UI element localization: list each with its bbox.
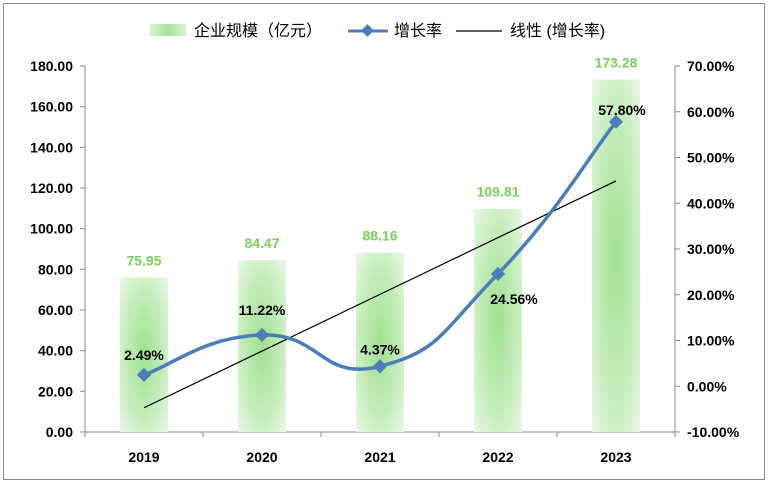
left-tick-label: 100.00 — [30, 221, 73, 237]
line-data-label: 2.49% — [124, 347, 164, 363]
bar-data-label: 88.16 — [362, 228, 397, 244]
left-tick-label: 140.00 — [30, 139, 73, 155]
x-tick-label: 2021 — [364, 449, 395, 465]
right-tick-label: 30.00% — [687, 241, 735, 257]
line-data-label: 57.80% — [598, 102, 646, 118]
left-tick-label: 0.00 — [46, 424, 73, 440]
left-tick-label: 40.00 — [38, 343, 73, 359]
growth-rate-marker — [136, 367, 152, 382]
bar-data-label: 173.28 — [595, 55, 638, 71]
legend-line-label: 增长率 — [394, 22, 442, 40]
bar — [238, 260, 286, 432]
right-tick-label: -10.00% — [687, 424, 740, 440]
x-tick-label: 2022 — [482, 449, 513, 465]
bar — [474, 208, 522, 432]
line-data-label: 4.37% — [360, 341, 400, 357]
right-tick-label: 50.00% — [687, 150, 735, 166]
legend-diamond-icon — [361, 24, 374, 37]
left-tick-label: 80.00 — [38, 261, 73, 277]
bar-data-label: 84.47 — [244, 235, 279, 251]
legend: 企业规模（亿元） 增长率 线性 (增长率) — [150, 22, 605, 40]
bar-data-label: 109.81 — [477, 184, 520, 200]
legend-bar-swatch — [150, 24, 186, 36]
bar — [592, 79, 640, 432]
legend-trend-label: 线性 (增长率) — [510, 22, 605, 40]
right-tick-label: 70.00% — [687, 58, 735, 74]
right-tick-label: 0.00% — [687, 378, 727, 394]
line-data-label: 11.22% — [239, 302, 286, 318]
legend-bar-label: 企业规模（亿元） — [194, 22, 322, 40]
left-tick-label: 160.00 — [30, 99, 73, 115]
bar-data-label: 75.95 — [126, 253, 161, 269]
growth-rate-marker — [490, 266, 506, 281]
right-tick-label: 10.00% — [687, 333, 735, 349]
left-tick-label: 20.00 — [38, 383, 73, 399]
left-tick-label: 60.00 — [38, 302, 73, 318]
x-tick-label: 2019 — [128, 449, 159, 465]
bar — [356, 252, 404, 432]
growth-rate-marker — [608, 114, 624, 129]
growth-rate-marker — [254, 327, 270, 342]
bar — [120, 277, 168, 432]
right-tick-label: 60.00% — [687, 104, 735, 120]
x-tick-label: 2020 — [246, 449, 277, 465]
growth-rate-marker — [372, 359, 388, 374]
x-tick-label: 2023 — [600, 449, 631, 465]
line-data-label: 24.56% — [490, 291, 538, 307]
right-tick-label: 40.00% — [687, 195, 735, 211]
trendline — [143, 180, 617, 409]
left-tick-label: 120.00 — [30, 180, 73, 196]
right-tick-label: 20.00% — [687, 287, 735, 303]
left-tick-label: 180.00 — [30, 58, 73, 74]
